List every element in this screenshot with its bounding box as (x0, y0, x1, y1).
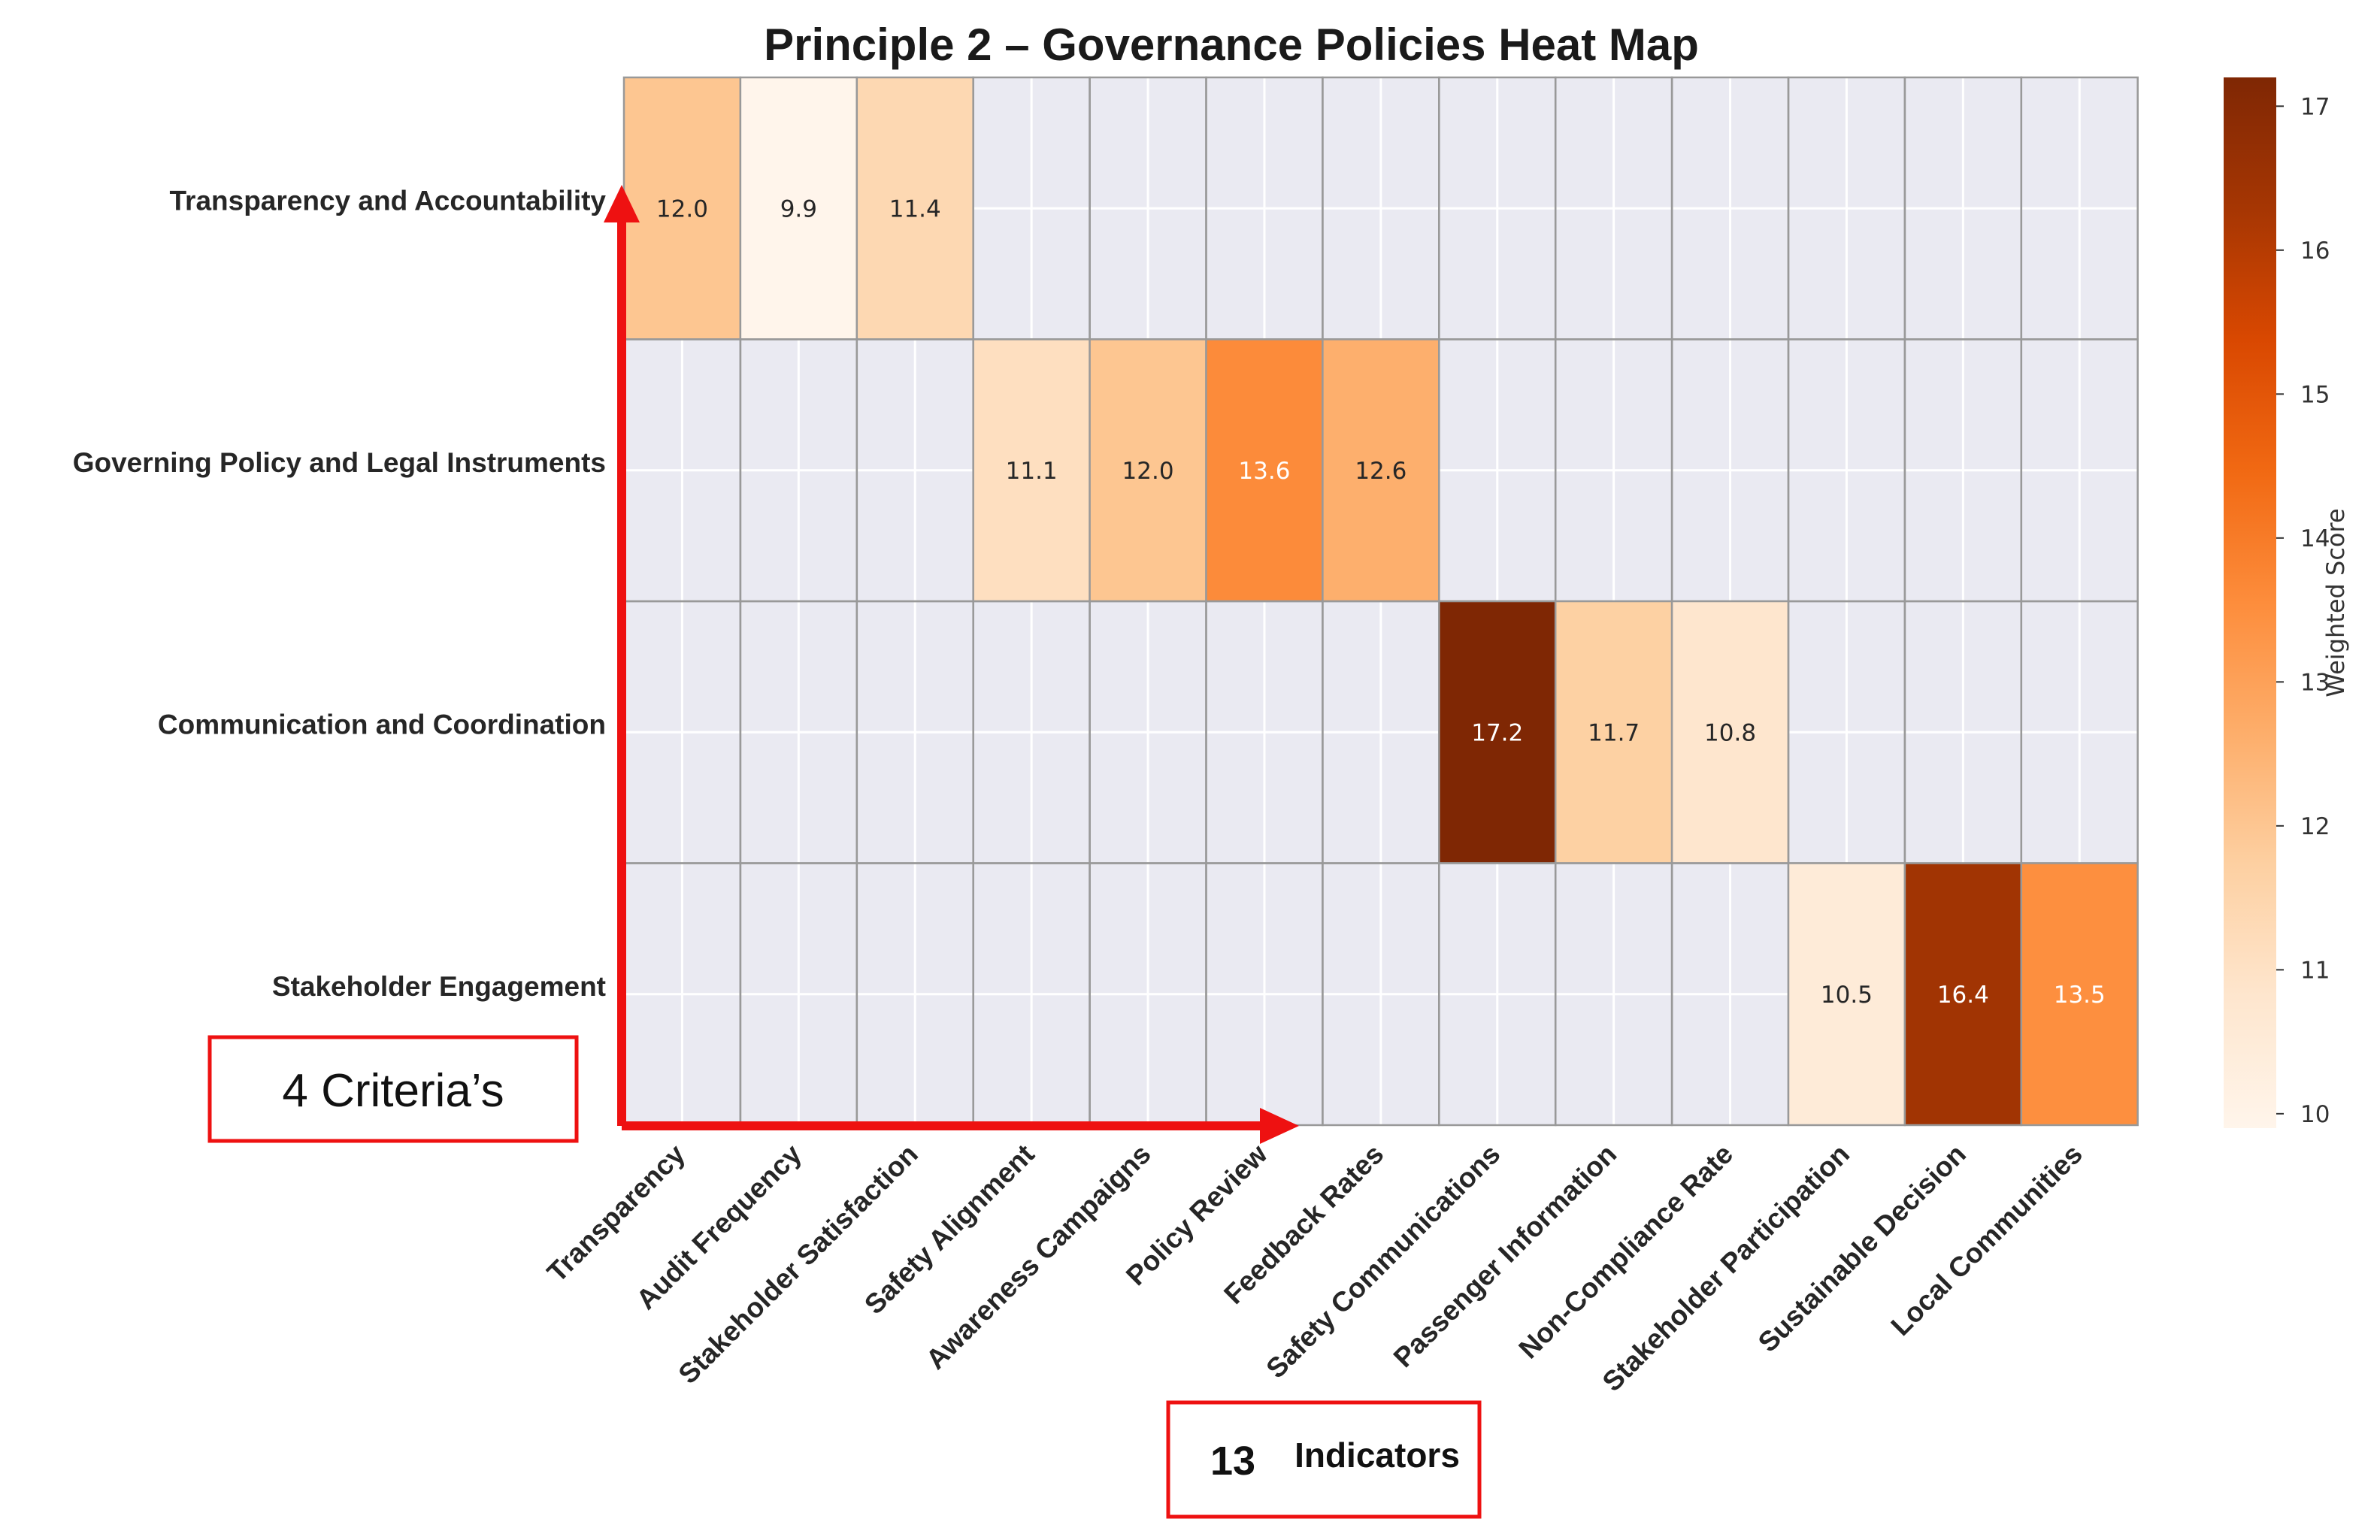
criteria-count-text: 4 Criteria’s (282, 1065, 504, 1117)
row-label: Stakeholder Engagement (272, 971, 606, 1002)
cell-value-label: 12.0 (656, 195, 708, 222)
heatmap-cells: 12.0 9.9 11.4 11.1 12.0 13.6 12.6 17.2 11.7 10.8 1… (622, 76, 2139, 1127)
colorbar-tick-label: 17 (2300, 93, 2330, 120)
row-label: Governing Policy and Legal Instruments (73, 447, 606, 478)
chart-title: Principle 2 – Governance Policies Heat M… (764, 20, 1699, 70)
colorbar-ticks: 10 11 12 13 14 15 16 17 (2276, 93, 2330, 1128)
cell-value-label: 9.9 (780, 195, 817, 222)
colorbar-tick-label: 10 (2300, 1101, 2330, 1128)
heatmap-cell (1904, 863, 2021, 1125)
cell-value-label: 13.5 (2054, 982, 2106, 1009)
row-label: Communication and Coordination (158, 709, 606, 740)
heatmap-cell (624, 77, 740, 340)
cell-value-label: 11.7 (1588, 719, 1640, 746)
indicators-arrow (622, 1108, 1299, 1144)
indicators-label: Indicators (1294, 1436, 1460, 1475)
cell-value-label: 11.4 (889, 195, 941, 222)
column-label: Non-Compliance Rate (1512, 1139, 1739, 1365)
heatmap-cell (2021, 863, 2138, 1125)
colorbar-tick-label: 14 (2300, 525, 2330, 552)
heatmap-cell (1206, 339, 1323, 601)
colorbar-tick-label: 15 (2300, 381, 2330, 408)
heatmap-cell (1788, 863, 1905, 1125)
column-label: Sustainable Decision (1752, 1139, 1972, 1358)
cell-value-label: 12.0 (1122, 458, 1174, 485)
heatmap-cell (1322, 339, 1440, 601)
heatmap-cell (1439, 601, 1556, 864)
criteria-arrow (604, 185, 640, 1126)
column-label: Safety Communications (1260, 1139, 1506, 1384)
colorbar-tick-label: 13 (2300, 669, 2330, 696)
colorbar (2224, 77, 2276, 1128)
column-label: Passenger Information (1388, 1139, 1622, 1373)
heatmap-cell (740, 77, 857, 340)
cell-value-label: 10.8 (1704, 719, 1756, 746)
heatmap-cell (856, 77, 973, 340)
column-label: Awareness Campaigns (920, 1139, 1157, 1375)
colorbar-label: Weighted Score (2321, 508, 2350, 697)
cell-border (2020, 862, 2139, 1127)
colorbar-tick-label: 12 (2300, 813, 2330, 840)
heatmap-cell (973, 339, 1090, 601)
indicators-annotation: 13 Indicators (1166, 1400, 1482, 1519)
column-label: Local Communities (1885, 1139, 2088, 1342)
colorbar-tick-label: 11 (2300, 957, 2330, 984)
row-labels: Transparency and Accountability Governing… (73, 185, 607, 1002)
heatmap-cell (1555, 601, 1673, 864)
cell-value-label: 16.4 (1937, 982, 1989, 1009)
cell-value-label: 11.1 (1006, 458, 1058, 485)
column-label: Stakeholder Satisfaction (673, 1139, 924, 1390)
criteria-annotation: 4 Criteria’s (207, 1035, 579, 1143)
column-label: Stakeholder Participation (1597, 1139, 1855, 1397)
indicators-count: 13 (1210, 1439, 1255, 1484)
cell-value-label: 13.6 (1238, 458, 1290, 485)
cell-value-label: 12.6 (1355, 458, 1407, 485)
colorbar-tick-label: 16 (2300, 238, 2330, 265)
cell-value-label: 17.2 (1471, 719, 1523, 746)
cell-value-label: 10.5 (1821, 982, 1873, 1009)
heatmap-cell (1089, 339, 1207, 601)
heatmap-cell (1672, 601, 1788, 864)
row-label: Transparency and Accountability (169, 185, 606, 216)
